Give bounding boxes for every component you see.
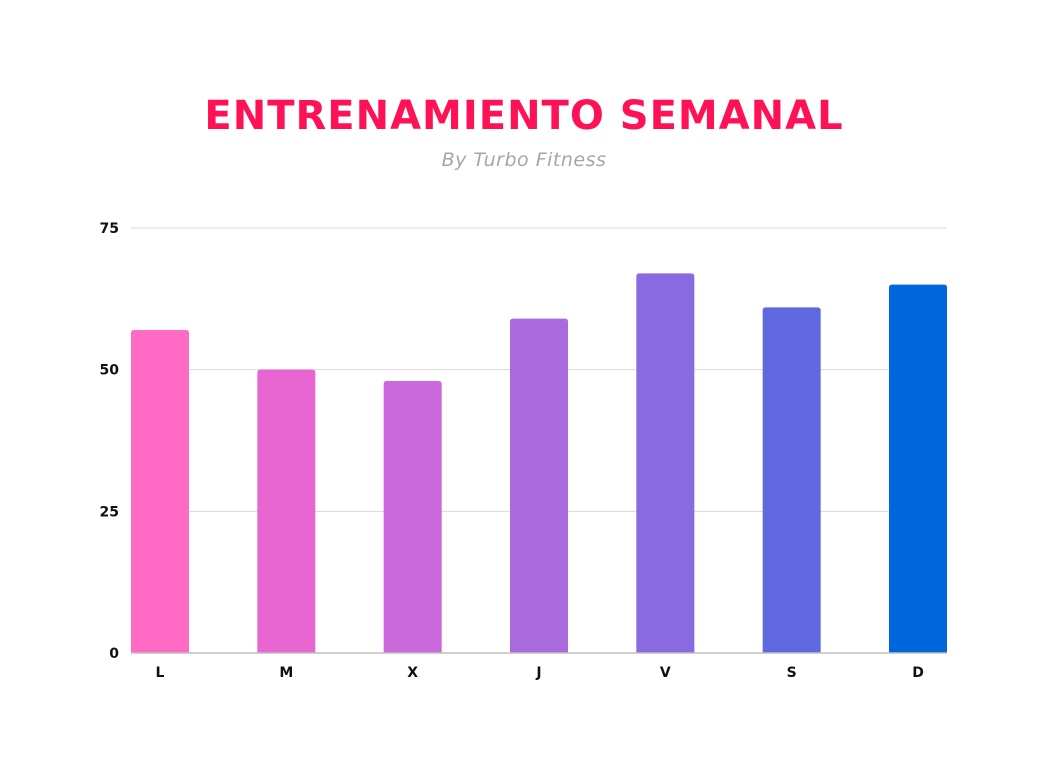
x-tick-label: L (156, 665, 165, 681)
bar-d (889, 284, 947, 653)
y-tick-label: 0 (109, 646, 119, 662)
chart-subtitle: By Turbo Fitness (441, 149, 607, 171)
bar-s (762, 307, 821, 653)
y-tick-label: 25 (100, 504, 119, 520)
y-tick-label: 50 (100, 363, 120, 379)
chart-title: ENTRENAMIENTO SEMANAL (204, 93, 844, 139)
bar-v (636, 273, 695, 653)
bars (131, 273, 947, 653)
x-tick-label: S (787, 665, 797, 681)
bar-x (383, 381, 442, 653)
x-tick-label: X (407, 665, 418, 681)
x-tick-label: J (535, 665, 541, 681)
x-tick-label: V (660, 665, 671, 681)
bar-l (131, 330, 189, 653)
y-tick-label: 75 (100, 221, 119, 237)
y-axis-ticks: 0 25 50 75 (100, 221, 120, 662)
x-tick-label: M (279, 665, 293, 681)
bar-j (510, 318, 568, 653)
x-tick-label: D (912, 665, 924, 681)
bar-m (257, 369, 316, 653)
